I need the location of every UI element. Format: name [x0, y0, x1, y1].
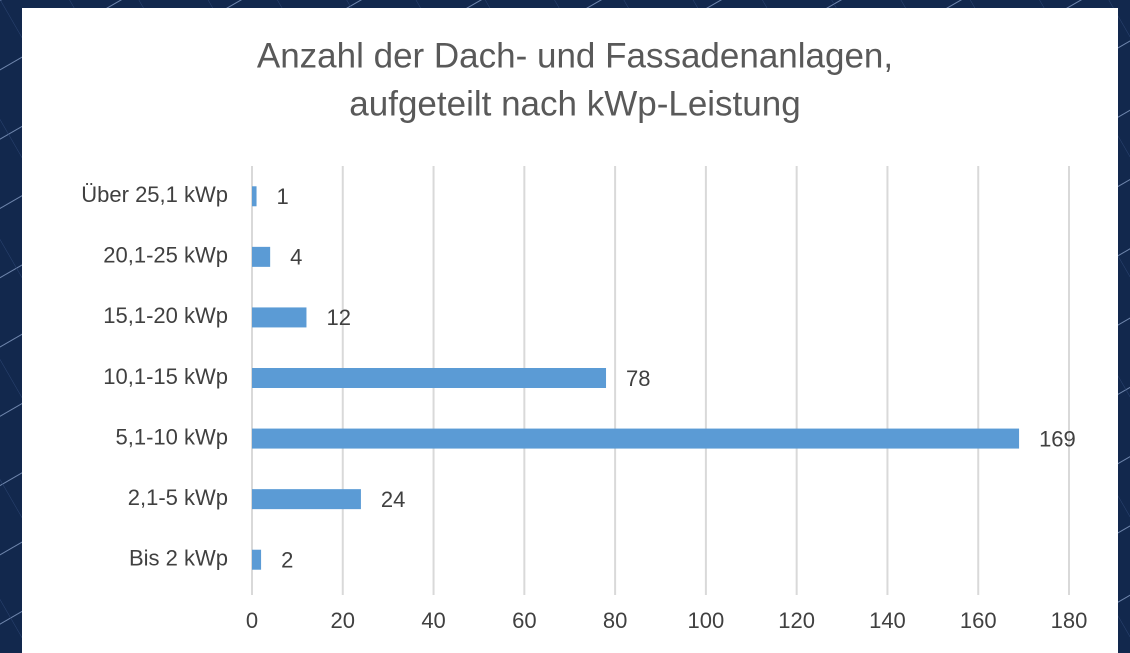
x-tick-label: 20: [331, 608, 355, 633]
x-tick-label: 0: [246, 608, 258, 633]
chart-panel: [22, 8, 1118, 653]
y-tick-label: Über 25,1 kWp: [81, 182, 228, 207]
x-tick-label: 140: [869, 608, 906, 633]
y-tick-label: 5,1-10 kWp: [116, 424, 229, 449]
y-tick-label: 20,1-25 kWp: [103, 243, 228, 268]
chart-title: aufgeteilt nach kWp-Leistung: [349, 84, 800, 123]
y-tick-label: 2,1-5 kWp: [128, 485, 228, 510]
data-label: 169: [1039, 426, 1076, 451]
x-tick-label: 100: [688, 608, 725, 633]
bar: [252, 246, 271, 267]
bar: [252, 428, 1020, 449]
data-label: 24: [381, 487, 405, 512]
data-label: 2: [281, 548, 293, 573]
x-tick-label: 40: [421, 608, 445, 633]
chart-title: Anzahl der Dach- und Fassadenanlagen,: [257, 36, 893, 75]
y-tick-label: 10,1-15 kWp: [103, 364, 228, 389]
bar: [252, 489, 361, 510]
x-tick-label: 80: [603, 608, 627, 633]
y-tick-label: Bis 2 kWp: [129, 546, 228, 571]
x-tick-label: 180: [1051, 608, 1088, 633]
data-label: 1: [277, 184, 289, 209]
x-tick-label: 120: [778, 608, 815, 633]
y-tick-label: 15,1-20 kWp: [103, 303, 228, 328]
data-label: 4: [290, 245, 302, 270]
bar: [252, 186, 257, 207]
data-label: 78: [626, 366, 650, 391]
bar: [252, 549, 262, 570]
bar: [252, 307, 307, 328]
data-label: 12: [326, 305, 350, 330]
x-tick-label: 160: [960, 608, 997, 633]
bar: [252, 368, 607, 388]
x-tick-label: 60: [512, 608, 536, 633]
